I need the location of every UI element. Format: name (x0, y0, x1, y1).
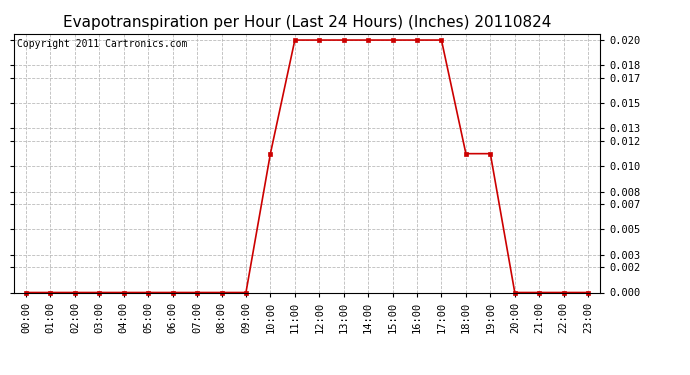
Text: Copyright 2011 Cartronics.com: Copyright 2011 Cartronics.com (17, 39, 187, 49)
Title: Evapotranspiration per Hour (Last 24 Hours) (Inches) 20110824: Evapotranspiration per Hour (Last 24 Hou… (63, 15, 551, 30)
